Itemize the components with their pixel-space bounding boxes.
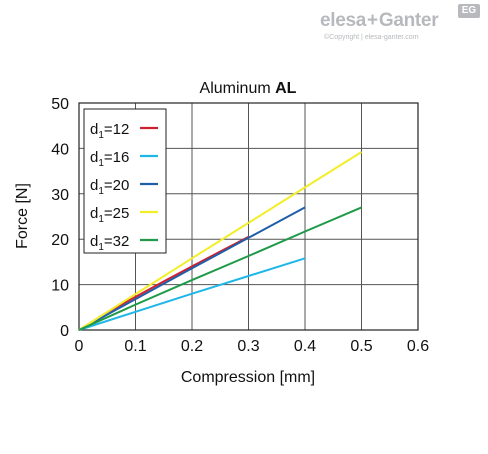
x-axis-label: Compression [mm] — [181, 369, 315, 386]
legend-entry-label: d1=16 — [90, 149, 129, 169]
legend-name-rest: =20 — [104, 177, 129, 194]
legend-entry-label: d1=25 — [90, 205, 129, 225]
legend-name-base: d — [90, 121, 98, 138]
series-line-20 — [78, 206, 306, 331]
legend-name-base: d — [90, 149, 98, 166]
legend-name-rest: =32 — [104, 233, 129, 250]
legend-name-base: d — [90, 205, 98, 222]
y-tick-label: 10 — [51, 278, 69, 295]
logo-brand-b: Ganter — [378, 10, 439, 31]
y-tick-label: 20 — [51, 232, 69, 249]
legend-name-base: d — [90, 177, 98, 194]
logo-plus: + — [367, 10, 378, 31]
y-tick-label: 30 — [51, 187, 69, 204]
chart-title-normal: Aluminum — [200, 80, 276, 97]
y-axis-label: Force [N] — [14, 183, 31, 249]
legend-name-rest: =12 — [104, 121, 129, 138]
legend-name-sub: 1 — [98, 158, 104, 169]
legend-entry-label: d1=20 — [90, 177, 129, 197]
legend-name-sub: 1 — [98, 214, 104, 225]
plot-frame — [78, 102, 419, 331]
x-tick-label: 0.1 — [124, 338, 146, 355]
y-tick-label: 50 — [51, 96, 69, 113]
legend-entry-label: d1=32 — [90, 233, 129, 253]
series-line-25 — [78, 151, 363, 331]
legend-entry-label: d1=12 — [90, 121, 129, 141]
chart-title: Aluminum AL — [200, 80, 297, 97]
series-layer — [78, 151, 363, 331]
legend-name-sub: 1 — [98, 186, 104, 197]
x-tick-label: 0.4 — [294, 338, 316, 355]
legend-box — [83, 108, 167, 254]
chart-title-bold: AL — [275, 80, 297, 97]
tick-labels: 0 0.1 0.2 0.3 0.4 0.5 0.6 0 10 20 30 40 50 — [51, 96, 429, 355]
y-tick-label: 40 — [51, 141, 69, 158]
legend-name-rest: =25 — [104, 205, 129, 222]
series-line-32 — [78, 206, 362, 331]
y-tick-label: 0 — [60, 323, 69, 340]
legend-name-base: d — [90, 233, 98, 250]
elesa-ganter-logo: elesa+Ganter EG ©Copyright | elesa-gante… — [316, 4, 484, 48]
logo-wordmark: elesa+Ganter — [320, 10, 439, 32]
legend-name-sub: 1 — [98, 242, 104, 253]
series-line-16 — [78, 257, 306, 331]
legend-name-sub: 1 — [98, 130, 104, 141]
x-tick-label: 0.5 — [350, 338, 372, 355]
x-tick-label: 0 — [75, 338, 84, 355]
legend-name-rest: =16 — [104, 149, 129, 166]
grid-layer — [78, 102, 419, 331]
x-tick-label: 0.6 — [407, 338, 429, 355]
logo-badge: EG — [458, 4, 480, 18]
x-tick-label: 0.2 — [181, 338, 203, 355]
logo-copyright: ©Copyright | elesa-ganter.com — [324, 34, 419, 41]
logo-brand-a: elesa — [320, 10, 367, 31]
x-tick-label: 0.3 — [237, 338, 259, 355]
